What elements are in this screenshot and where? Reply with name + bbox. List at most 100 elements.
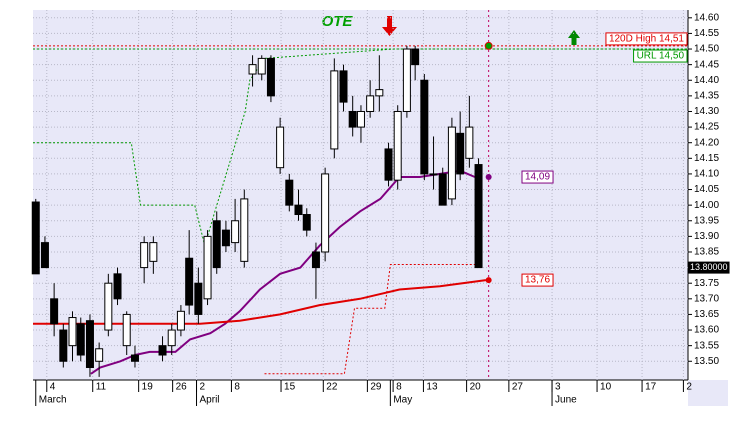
candle-body (302, 214, 311, 231)
up-arrow (568, 30, 580, 45)
candle-body (59, 329, 68, 362)
candle-body (231, 220, 240, 244)
x-tick-label: 27 (512, 382, 524, 393)
candle-body (402, 48, 411, 112)
candle-body (420, 79, 429, 175)
candle-body (285, 179, 294, 206)
month-label: April (200, 395, 220, 406)
candle-body (95, 348, 104, 362)
candle-body (176, 310, 185, 331)
candle-body (85, 320, 94, 369)
candle-body (311, 251, 320, 269)
candle-body (266, 57, 275, 97)
indicator-line (90, 169, 476, 375)
candle-body (375, 89, 384, 97)
candle-body (104, 282, 113, 331)
month-label: June (555, 395, 577, 406)
y-tick-label: 14.35 (694, 91, 719, 102)
candle-body (456, 132, 465, 175)
candle-body (366, 95, 375, 112)
candle-body (31, 201, 40, 275)
x-tick-label: 10 (600, 382, 612, 393)
candle-body (76, 323, 85, 356)
indicator-line (33, 48, 688, 248)
candle-body (294, 204, 303, 216)
candle-body (140, 242, 149, 269)
plot-area (33, 10, 688, 380)
candle-body (40, 242, 49, 269)
candle-body (429, 173, 438, 176)
x-tick-label: 2 (200, 382, 206, 393)
y-tick-label: 13.75 (694, 278, 719, 289)
month-label: May (393, 395, 412, 406)
candle-body (68, 317, 77, 347)
y-tick-label: 14.20 (694, 137, 719, 148)
candle-body (212, 220, 221, 269)
candle-body (248, 64, 257, 75)
y-tick-label: 14.15 (694, 153, 719, 164)
candle-body (356, 110, 365, 128)
candle-body (411, 48, 420, 66)
marker-dot (485, 174, 492, 181)
y-tick-label: 13.85 (694, 247, 719, 258)
y-tick-label: 13.55 (694, 340, 719, 351)
candle-body (50, 298, 59, 325)
corner (688, 380, 728, 406)
candle-body (276, 126, 285, 169)
y-tick-label: 14.40 (694, 75, 719, 86)
month-label: March (39, 395, 67, 406)
candle-body (158, 345, 167, 356)
marker-box (521, 170, 554, 184)
marker-label: 13,76 (525, 275, 550, 286)
y-tick-label: 14.05 (694, 184, 719, 195)
candle-body (194, 282, 203, 315)
y-tick-label: 13.70 (694, 293, 719, 304)
y-tick-label: 14.30 (694, 106, 719, 117)
x-tick-label: 15 (284, 382, 296, 393)
candle-body (149, 242, 158, 262)
x-tick-label: 13 (426, 382, 438, 393)
x-tick-label: 8 (234, 382, 240, 393)
candle-body (257, 57, 266, 75)
level-text: 120D High 14,51 (609, 34, 684, 45)
x-tick-label: 2 (686, 382, 692, 393)
candle-body (348, 110, 357, 128)
candle-body (465, 126, 474, 159)
level-dot (484, 41, 493, 50)
candle-body (393, 110, 402, 181)
marker-dot (485, 277, 492, 284)
y-tick-label: 13.95 (694, 215, 719, 226)
candle-body (447, 126, 456, 200)
x-tick-label: 20 (470, 382, 482, 393)
last-price-box (688, 261, 730, 274)
x-tick-label: 26 (176, 382, 188, 393)
y-tick-label: 14.60 (694, 12, 719, 23)
candle-body (203, 235, 212, 300)
chart-title: OTE (322, 13, 354, 30)
x-tick-label: 4 (50, 382, 56, 393)
y-tick-label: 13.90 (694, 231, 719, 242)
label-box (605, 32, 688, 46)
x-tick-label: 17 (645, 382, 657, 393)
level-label: URL 14,50 (633, 49, 688, 63)
y-tick-label: 13.60 (694, 325, 719, 336)
candle-body (130, 354, 139, 362)
y-tick-label: 14.10 (694, 169, 719, 180)
marker-box (521, 273, 554, 287)
y-tick-label: 13.65 (694, 309, 719, 320)
candle-body (221, 229, 230, 247)
y-tick-label: 14.00 (694, 200, 719, 211)
last-price-label: 13.80000 (690, 262, 728, 272)
x-tick-label: 19 (142, 382, 154, 393)
level-text: URL 14,50 (637, 51, 685, 62)
x-tick-label: 8 (396, 382, 402, 393)
candle-body (330, 70, 339, 150)
candle-body (339, 70, 348, 103)
y-tick-label: 14.45 (694, 59, 719, 70)
x-tick-label: 11 (96, 382, 107, 393)
candle-body (438, 173, 447, 206)
y-tick-label: 14.25 (694, 122, 719, 133)
candle-body (321, 173, 330, 253)
